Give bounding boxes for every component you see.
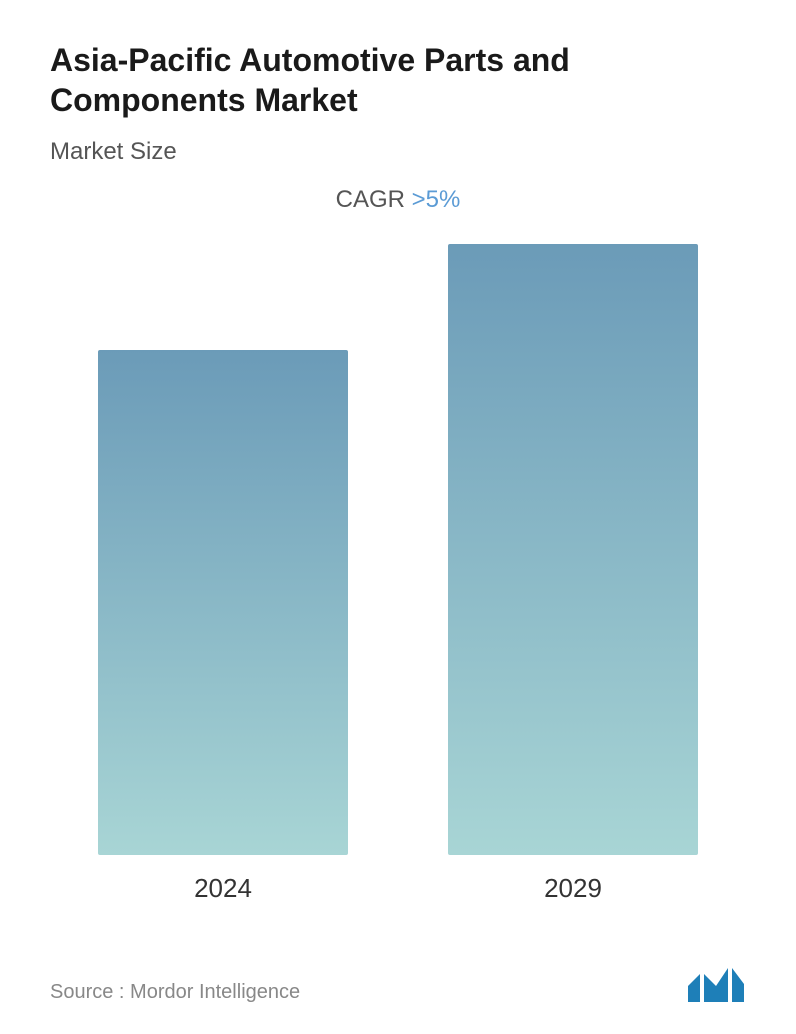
cagr-label: CAGR >5% [50,186,746,214]
bar-2024 [98,350,348,855]
logo [686,964,746,1004]
bar-2029 [448,244,698,855]
bar-wrapper-1: 2029 [448,244,698,904]
chart-area: 2024 2029 [70,244,726,904]
bar-label-2024: 2024 [194,873,252,904]
source-text: Source : Mordor Intelligence [50,981,300,1004]
bar-label-2029: 2029 [544,873,602,904]
footer: Source : Mordor Intelligence [50,964,746,1004]
cagr-text: CAGR [336,186,412,213]
cagr-value: >5% [412,186,461,213]
chart-title: Asia-Pacific Automotive Parts and Compon… [50,40,746,120]
logo-icon [686,964,746,1004]
chart-subtitle: Market Size [50,138,746,166]
bar-wrapper-0: 2024 [98,244,348,904]
